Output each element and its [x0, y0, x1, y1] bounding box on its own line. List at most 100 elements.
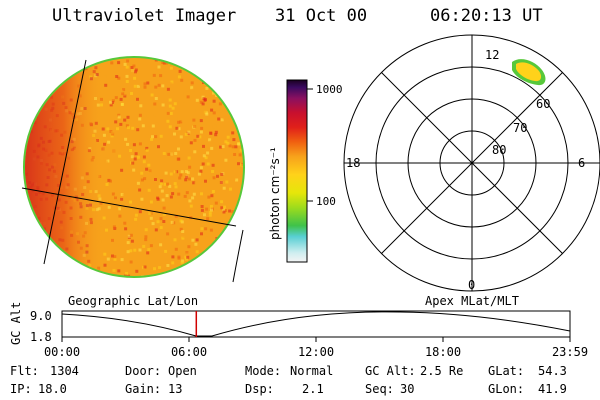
speckle-pixel: [236, 234, 240, 238]
speckle-pixel: [216, 67, 220, 71]
speckle-pixel: [67, 59, 71, 63]
speckle-pixel: [26, 270, 30, 274]
speckle-pixel: [68, 64, 72, 68]
speckle-pixel: [235, 70, 239, 74]
speckle-pixel: [236, 63, 239, 67]
speckle-pixel: [39, 63, 43, 67]
instrument-title: Ultraviolet Imager: [52, 6, 237, 26]
dsp-value: 2.1: [302, 382, 324, 396]
orbit-x-tick-label-1800: 18:00: [425, 345, 461, 359]
speckle-pixel: [73, 269, 77, 273]
speckle-pixel: [218, 244, 222, 248]
colorbar-tick-label-100: 100: [316, 195, 336, 208]
speckle-pixel: [229, 94, 232, 98]
speckle-pixel: [48, 66, 52, 69]
speckle-pixel: [241, 264, 243, 268]
speckle-pixel: [239, 96, 243, 100]
speckle-pixel: [241, 131, 243, 135]
colorbar: 1000 100 photon cm⁻²s⁻¹: [268, 79, 343, 263]
speckle-pixel: [240, 82, 243, 86]
speckle-pixel: [237, 66, 240, 70]
speckle-pixel: [42, 277, 45, 280]
speckle-pixel: [232, 220, 236, 224]
speckle-pixel: [223, 71, 227, 75]
polar-mlt-plot: 12 18 6 0 80 70 60: [343, 34, 600, 292]
speckle-pixel: [30, 230, 33, 234]
speckle-pixel: [195, 264, 199, 268]
speckle-pixel: [46, 83, 49, 87]
speckle-pixel: [35, 232, 39, 236]
speckle-pixel: [52, 253, 55, 257]
mlt-label-12: 12: [485, 48, 499, 62]
dsp-label: Dsp:: [245, 382, 274, 396]
speckle-pixel: [202, 275, 206, 276]
speckle-pixel: [56, 257, 60, 261]
speckle-pixel: [25, 260, 28, 264]
glat-value: 54.3: [538, 364, 567, 378]
door-label: Door:: [125, 364, 162, 378]
speckle-pixel: [53, 259, 56, 263]
orbit-y-tick-label-high: 9.0: [30, 309, 52, 323]
speckle-pixel: [62, 75, 66, 79]
speckle-pixel: [231, 268, 235, 272]
speckle-pixel: [241, 135, 243, 139]
speckle-pixel: [30, 71, 34, 75]
speckle-pixel: [228, 264, 231, 268]
mlt-label-6: 6: [578, 156, 585, 170]
speckle-pixel: [54, 83, 58, 87]
speckle-pixel: [188, 264, 192, 268]
speckle-pixel: [73, 61, 77, 65]
speckle-pixel: [244, 103, 247, 106]
speckle-pixel: [40, 272, 44, 276]
speckle-pixel: [199, 263, 202, 267]
gain-label: Gain:: [125, 382, 162, 396]
speckle-pixel: [225, 257, 229, 261]
geo-parallel-line: [21, 187, 237, 227]
speckle-pixel: [232, 250, 236, 254]
ip-label: IP:: [10, 382, 32, 396]
speckle-pixel: [28, 239, 32, 243]
speckle-pixel: [33, 241, 37, 245]
glat-label: GLat:: [488, 364, 525, 378]
speckle-pixel: [27, 207, 31, 211]
speckle-pixel: [244, 224, 247, 227]
orbit-left-label: Geographic Lat/Lon: [68, 294, 198, 308]
seq-value: 30: [400, 382, 415, 396]
speckle-pixel: [48, 67, 52, 71]
speckle-pixel: [28, 262, 32, 266]
speckle-pixel: [36, 230, 40, 234]
mlat-label-60: 60: [536, 97, 550, 111]
orbit-x-tick-label-1200: 12:00: [298, 345, 334, 359]
speckle-pixel: [206, 270, 210, 274]
speckle-pixel: [63, 64, 67, 68]
speckle-pixel: [225, 70, 228, 74]
speckle-pixel: [231, 273, 234, 276]
geo-meridian-line: [43, 59, 87, 265]
speckle-pixel: [66, 271, 70, 275]
speckle-pixel: [29, 107, 33, 111]
speckle-pixel: [45, 72, 49, 76]
gain-value: 13: [168, 382, 183, 396]
speckle-pixel: [237, 121, 241, 125]
speckle-pixel: [239, 127, 243, 131]
speckle-pixel: [78, 64, 82, 68]
speckle-pixel: [211, 254, 215, 258]
speckle-pixel: [84, 268, 88, 272]
speckle-pixel: [208, 62, 212, 66]
speckle-pixel: [34, 109, 38, 112]
speckle-pixel: [214, 259, 218, 262]
speckle-pixel: [56, 277, 59, 280]
speckle-pixel: [227, 58, 231, 61]
speckle-pixel: [244, 106, 247, 109]
speckle-pixel: [238, 91, 242, 95]
orbit-plot-frame: [61, 310, 571, 338]
speckle-pixel: [218, 89, 222, 92]
speckle-pixel: [39, 72, 43, 76]
door-value: Open: [168, 364, 197, 378]
colorbar-scale: [286, 79, 308, 263]
speckle-pixel: [32, 96, 36, 99]
speckle-pixel: [238, 77, 242, 81]
speckle-pixel: [211, 263, 215, 267]
orbit-altitude-plot: Geographic Lat/Lon Apex MLat/MLT GC Alt …: [9, 294, 588, 359]
